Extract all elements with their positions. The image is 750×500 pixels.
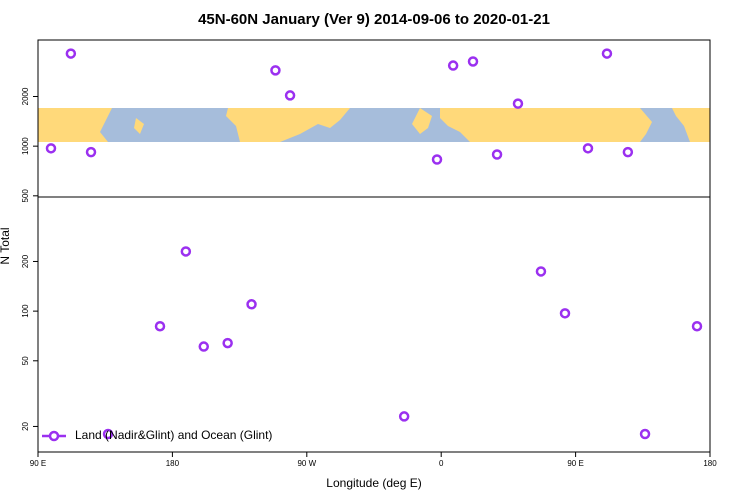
point bbox=[85, 146, 97, 158]
map-band bbox=[38, 108, 710, 142]
plot-frame bbox=[37, 39, 711, 453]
x-tick-label: 0 bbox=[439, 459, 444, 468]
point bbox=[601, 48, 613, 59]
chart-title: 45N-60N January (Ver 9) 2014-09-06 to 20… bbox=[198, 11, 550, 28]
y-tick-label: 100 bbox=[21, 304, 30, 318]
point bbox=[45, 143, 57, 154]
point bbox=[198, 341, 210, 352]
point bbox=[447, 60, 459, 71]
point bbox=[398, 411, 410, 422]
land bbox=[440, 108, 652, 142]
x-tick-label: 180 bbox=[166, 459, 180, 468]
point bbox=[691, 320, 703, 332]
point bbox=[180, 246, 192, 257]
land bbox=[672, 108, 710, 142]
point bbox=[512, 98, 524, 109]
point bbox=[622, 146, 634, 158]
point bbox=[270, 65, 281, 76]
point bbox=[102, 428, 114, 440]
land bbox=[38, 108, 112, 142]
y-tick-label: 200 bbox=[21, 254, 30, 268]
x-tick-label: 90 W bbox=[297, 459, 316, 468]
point bbox=[535, 266, 547, 277]
y-tick-label: 2000 bbox=[21, 87, 30, 105]
y-tick-label: 500 bbox=[21, 189, 30, 203]
point bbox=[582, 143, 594, 154]
y-axis-label: N Total bbox=[0, 227, 12, 264]
x-tick-label: 180 bbox=[703, 459, 717, 468]
point bbox=[65, 48, 77, 59]
land bbox=[134, 118, 144, 134]
land bbox=[226, 108, 350, 142]
point bbox=[639, 428, 651, 440]
legend-label: Land (Nadir&Glint) and Ocean (Glint) bbox=[75, 428, 272, 442]
point bbox=[491, 149, 503, 160]
point bbox=[222, 337, 233, 349]
point bbox=[431, 154, 443, 165]
legend-marker bbox=[48, 430, 60, 442]
x-axis-label: Longitude (deg E) bbox=[326, 476, 421, 490]
point bbox=[154, 320, 166, 332]
point bbox=[246, 299, 257, 310]
point bbox=[284, 90, 296, 101]
point bbox=[559, 308, 571, 319]
y-tick-label: 1000 bbox=[21, 137, 30, 155]
y-tick-label: 20 bbox=[21, 421, 30, 430]
x-tick-label: 90 E bbox=[567, 459, 583, 468]
x-tick-label: 90 E bbox=[30, 459, 46, 468]
y-tick-label: 50 bbox=[21, 356, 30, 365]
land bbox=[412, 108, 432, 134]
point bbox=[467, 56, 479, 67]
